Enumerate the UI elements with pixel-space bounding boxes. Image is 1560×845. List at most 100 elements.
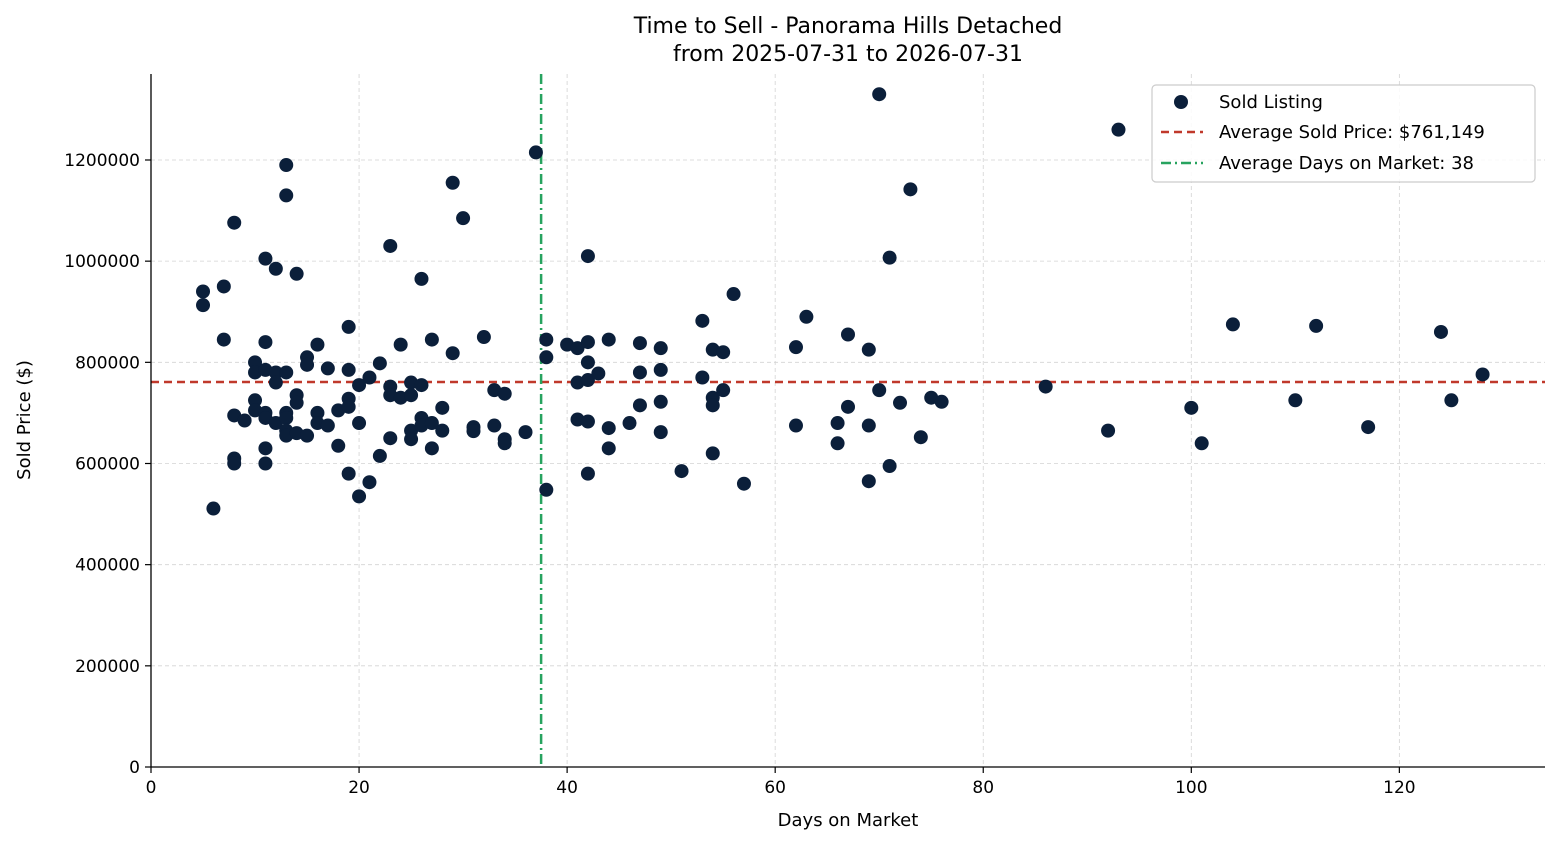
data-point [206,501,221,516]
data-point [830,416,845,431]
legend-point-marker [1174,95,1188,109]
data-point [383,238,398,253]
data-point [674,464,689,479]
data-point [320,418,335,433]
data-point [237,413,252,428]
y-tick-label: 800000 [75,353,140,373]
data-point [445,346,460,361]
data-point [893,395,908,410]
data-point [601,441,616,456]
data-point [695,313,710,328]
data-point [934,394,949,409]
data-point [310,337,325,352]
data-point [289,395,304,410]
data-point [497,436,512,451]
data-point [258,251,273,266]
data-point [1184,400,1199,415]
x-tick-label: 120 [1383,778,1415,798]
legend-label-avg-price: Average Sold Price: $761,149 [1219,122,1485,143]
data-point [216,332,231,347]
x-tick-label: 60 [764,778,786,798]
data-point [487,418,502,433]
data-point [518,425,533,440]
legend: Sold Listing Average Sold Price: $761,14… [1151,84,1536,183]
data-point [196,298,211,313]
data-point [300,428,315,443]
x-tick-label: 80 [972,778,994,798]
data-point [279,365,294,380]
data-point [227,215,242,230]
data-point [736,476,751,491]
data-point [352,489,367,504]
data-point [882,250,897,265]
x-axis-title: Days on Market [778,810,919,831]
grid [151,74,1545,767]
legend-box [1151,84,1536,183]
x-tick-label: 100 [1175,778,1207,798]
data-point [632,336,647,351]
data-point [580,249,595,264]
data-point [372,356,387,371]
data-point [570,412,585,427]
data-point [216,279,231,294]
data-point [841,327,855,342]
data-point [705,398,720,413]
data-point [580,373,595,388]
data-point [539,350,554,365]
data-point [580,466,595,481]
data-point [227,456,242,471]
data-point [227,408,242,423]
data-point [695,370,710,385]
chart-title: Time to Sell - Panorama Hills Detached [633,14,1063,39]
data-point [279,158,294,173]
data-point [424,441,439,456]
data-point [279,410,294,425]
data-point [653,394,668,409]
data-point [861,342,876,357]
axes: 0 20 40 60 80 100 120 0 200000 400000 600000 800000… [64,74,1545,798]
data-point [341,362,356,377]
data-point [268,365,283,380]
data-point [653,341,668,356]
data-point [601,332,616,347]
x-tick-label: 20 [348,778,370,798]
data-point [248,393,263,408]
data-point [539,332,554,347]
data-point [466,424,481,439]
y-tick-label: 1200000 [64,151,140,171]
data-point [435,400,450,415]
data-point [913,430,928,445]
data-point [362,370,377,385]
data-points [196,87,1490,516]
y-axis-title: Sold Price ($) [14,360,35,480]
data-point [258,410,273,425]
data-point [632,365,647,380]
data-point [799,309,814,324]
data-point [352,378,367,393]
chart-subtitle: from 2025-07-31 to 2026-07-31 [673,42,1023,67]
data-point [196,284,211,299]
data-point [1361,420,1376,435]
data-point [1194,436,1209,451]
data-point [705,446,720,461]
data-point [268,416,283,431]
data-point [632,398,647,413]
data-point [1444,393,1459,408]
data-point [726,287,741,302]
legend-label-avg-days: Average Days on Market: 38 [1219,153,1474,174]
data-point [1433,324,1448,339]
data-point [248,355,263,370]
data-point [1309,318,1324,333]
data-point [300,357,315,372]
data-point [341,319,356,334]
data-point [258,441,273,456]
data-point [414,378,429,393]
data-point [601,421,616,436]
data-point [414,271,429,286]
data-point [424,416,439,431]
data-point [653,362,668,377]
y-tick-label: 1000000 [64,252,140,272]
data-point [622,416,637,431]
data-point [268,261,283,276]
